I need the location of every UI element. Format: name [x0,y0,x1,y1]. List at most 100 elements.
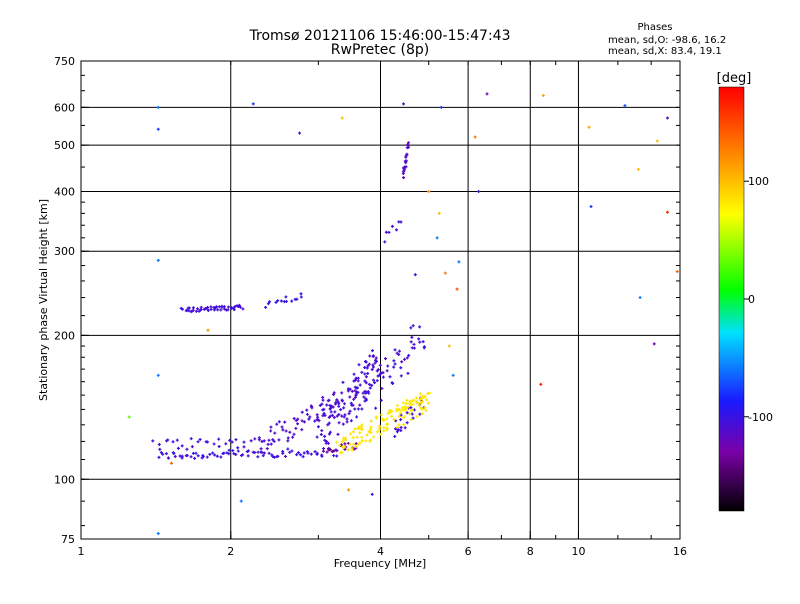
echo-point [206,440,210,444]
echo-point [326,441,330,445]
echo-point [217,445,221,449]
echo-point [166,438,170,442]
chart-subtitle: RwPretec (8p) [331,42,429,58]
echo-point [401,406,405,410]
echo-point [196,307,200,311]
echo-point [381,375,385,379]
echo-point [217,305,221,309]
echo-point [316,425,320,429]
echo-point [180,444,184,448]
echo-point [291,435,295,439]
echo-point [164,452,168,456]
echo-point [383,240,387,244]
echo-point [341,380,345,384]
colorbar-tick-label: 100 [748,175,769,188]
echo-point [384,357,388,361]
echo-point [374,415,378,419]
echo-point [414,400,418,404]
echo-point [386,364,390,368]
echo-point [427,189,431,193]
echo-point [409,340,413,344]
echo-point [348,409,352,413]
echo-point [342,402,346,406]
echo-point [319,432,323,436]
echo-point [409,326,413,330]
echo-point [233,305,237,309]
echo-point [320,429,324,433]
echo-point [173,454,177,458]
echo-point [158,447,162,451]
echo-point [253,437,257,441]
echo-point [337,404,341,408]
echo-point [422,345,426,349]
echo-point [234,453,238,457]
echo-point [196,454,200,458]
echo-point [385,369,389,373]
echo-point [378,363,382,367]
echo-point [340,391,344,395]
echo-point [332,454,336,458]
echo-point [362,395,366,399]
echo-point [308,415,312,419]
echo-point [420,400,424,404]
echo-point [307,417,311,421]
echo-point [393,348,397,352]
echo-point [423,394,427,398]
echo-point [156,258,160,262]
echo-point [399,413,403,417]
echo-point [330,405,334,409]
echo-point [325,450,329,454]
echo-point [399,374,403,378]
echo-point [636,167,640,171]
echo-point [222,307,226,311]
echo-point [340,443,344,447]
echo-point [246,454,250,458]
echo-point [236,446,240,450]
y-tick-label: 600 [54,101,75,114]
echo-point [425,398,429,402]
echo-point [369,427,373,431]
data-points [127,92,679,536]
echo-point [361,391,365,395]
echo-point [290,299,294,303]
echo-point [325,403,329,407]
echo-point [189,437,193,441]
y-axis: 75 100 200 300 400 500 600 750 [54,55,680,546]
echo-point [421,340,425,344]
echo-point [451,373,455,377]
echo-point [399,366,403,370]
echo-point [156,373,160,377]
echo-point [269,429,273,433]
echo-point [395,403,399,407]
echo-point [332,415,336,419]
echo-point [187,306,191,310]
echo-point [351,430,355,434]
echo-point [404,402,408,406]
echo-point [344,438,348,442]
echo-point [161,452,165,456]
echo-point [402,423,406,427]
echo-point [375,359,379,363]
echo-point [349,432,353,436]
echo-point [365,366,369,370]
echo-point [206,305,210,309]
echo-point [370,492,374,496]
echo-point [326,447,330,451]
echo-point [337,421,341,425]
echo-point [267,451,271,455]
echo-point [392,359,396,363]
y-tick-label: 75 [61,533,75,546]
echo-point [351,436,355,440]
echo-point [340,414,344,418]
echo-point [407,354,411,358]
y-tick-label: 100 [54,473,75,486]
echo-point [329,410,333,414]
echo-point [335,414,339,418]
echo-point [332,391,336,395]
echo-point [357,363,361,367]
echo-point [652,342,656,346]
echo-point [413,273,417,277]
echo-point [266,442,270,446]
echo-point [215,454,219,458]
